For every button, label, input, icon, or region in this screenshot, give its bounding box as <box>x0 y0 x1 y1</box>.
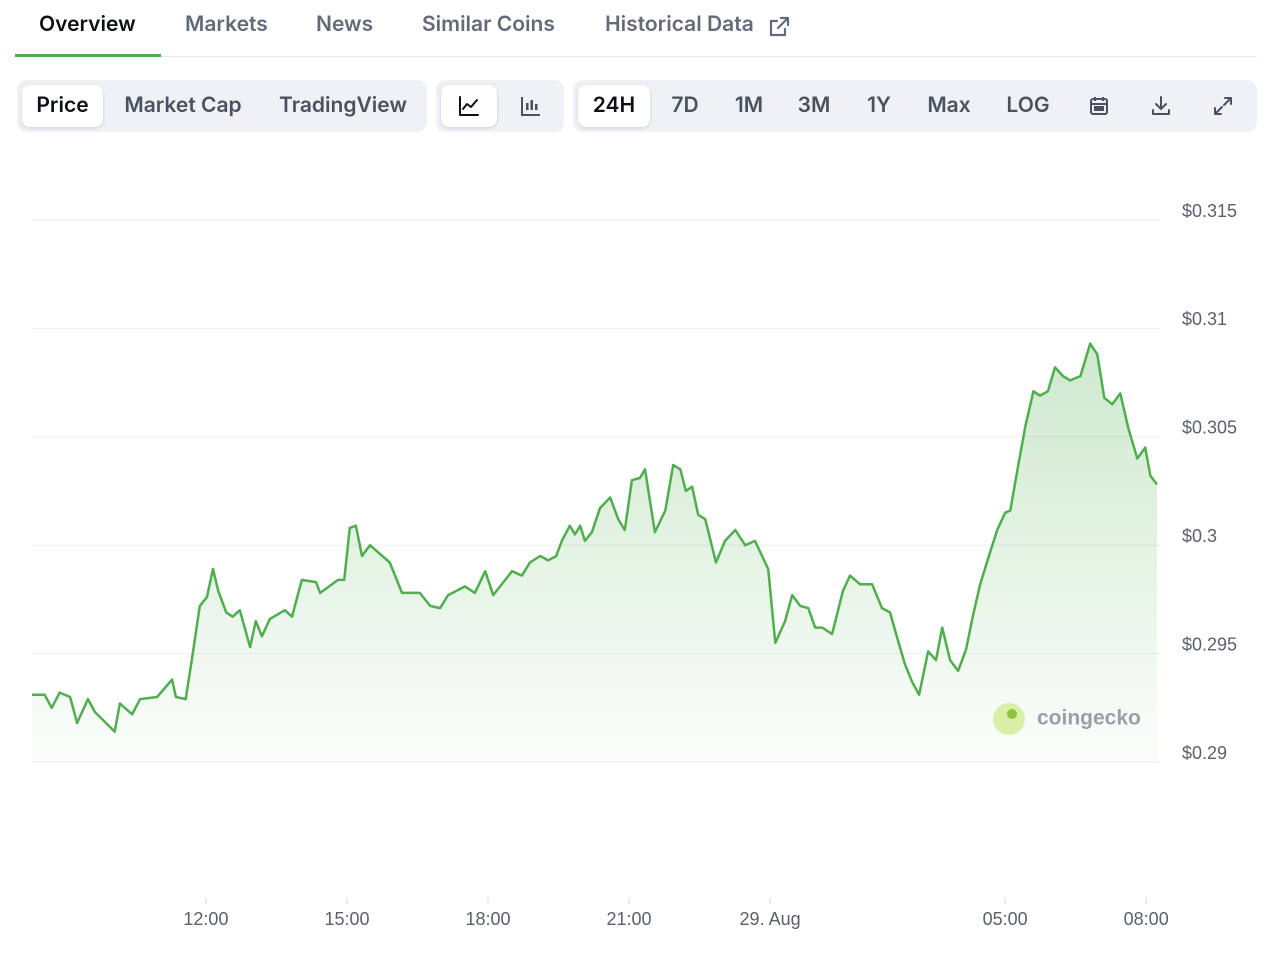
tab[interactable]: Historical Data <box>605 12 754 37</box>
tab-divider <box>15 56 1257 57</box>
candle-style-button[interactable] <box>503 85 559 127</box>
range-button[interactable]: 1Y <box>867 93 891 118</box>
line-style-button[interactable] <box>441 85 497 127</box>
x-tick-label: 18:00 <box>465 909 510 929</box>
x-tick-label: 08:00 <box>1124 909 1169 929</box>
tab[interactable]: Markets <box>185 12 268 37</box>
y-tick-label: $0.29 <box>1182 743 1227 763</box>
price-line <box>32 342 1158 733</box>
external-link-icon <box>769 16 790 37</box>
y-tick-label: $0.295 <box>1182 634 1237 654</box>
candle-icon <box>521 97 540 116</box>
chart-type-group: Price Market Cap TradingView <box>17 80 427 132</box>
x-tick-label: 29. Aug <box>740 909 801 929</box>
tab-indicator <box>15 54 161 57</box>
chart-type-button[interactable]: Market Cap <box>124 93 242 118</box>
tab[interactable]: Overview <box>39 12 136 37</box>
y-tick-label: $0.305 <box>1182 418 1237 438</box>
download-icon[interactable] <box>1149 94 1173 118</box>
x-tick-label: 21:00 <box>607 909 652 929</box>
range-button[interactable]: 7D <box>671 93 699 118</box>
y-tick-label: $0.31 <box>1182 309 1227 329</box>
range-button[interactable]: 1M <box>734 93 764 118</box>
chart-style-group <box>436 80 564 132</box>
x-tick-label: 15:00 <box>324 909 369 929</box>
x-tick-label: 12:00 <box>183 909 228 929</box>
watermark-logo <box>993 703 1025 735</box>
line-icon <box>459 96 479 116</box>
y-tick-label: $0.3 <box>1182 526 1217 546</box>
range-button[interactable]: LOG <box>1006 93 1050 118</box>
expand-icon[interactable] <box>1211 94 1235 118</box>
y-tick-label: $0.315 <box>1182 201 1237 221</box>
chart-type-button[interactable]: Price <box>22 85 103 127</box>
tab[interactable]: News <box>316 12 374 37</box>
range-button[interactable]: Max <box>927 93 971 118</box>
range-button[interactable]: 3M <box>797 93 831 118</box>
watermark-text: coingecko <box>1037 707 1141 730</box>
x-tick-label: 05:00 <box>983 909 1028 929</box>
tab[interactable]: Similar Coins <box>422 12 555 37</box>
price-area <box>32 343 1157 762</box>
range-button[interactable]: 24H <box>578 85 650 127</box>
chart-type-button[interactable]: TradingView <box>279 93 407 118</box>
watermark: coingecko <box>993 703 1141 735</box>
watermark-logo-eye <box>1007 709 1017 719</box>
calendar-icon[interactable] <box>1087 94 1111 118</box>
range-group: 24H 7D 1M 3M 1Y Max LOG <box>573 80 1257 132</box>
